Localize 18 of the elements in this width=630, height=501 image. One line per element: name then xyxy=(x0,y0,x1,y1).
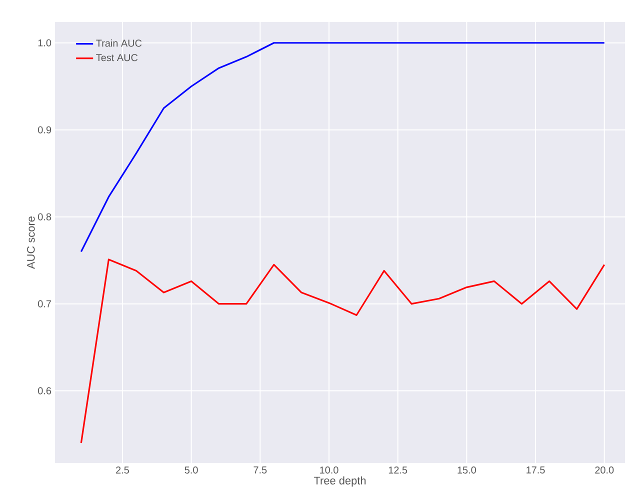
x-tick-label: 12.5 xyxy=(388,466,408,474)
x-tick-label: 7.5 xyxy=(254,466,267,474)
x-tick-label: 10.0 xyxy=(320,466,338,474)
x-tick-label: 20.0 xyxy=(595,466,614,474)
x-axis-title: Tree depth xyxy=(314,476,366,487)
legend-label: Test AUC xyxy=(96,54,138,62)
x-tick-label: 5.0 xyxy=(184,466,198,474)
legend-label: Train AUC xyxy=(96,39,142,47)
x-tick-label: 17.5 xyxy=(526,466,545,474)
x-tick-label: 2.5 xyxy=(116,466,129,474)
y-tick-label: 0.7 xyxy=(38,300,51,308)
y-axis-title: AUC score xyxy=(27,216,35,269)
y-tick-label: 0.9 xyxy=(38,126,52,134)
y-tick-label: 1.0 xyxy=(38,39,52,46)
line-series xyxy=(80,258,606,444)
y-tick-label: 0.6 xyxy=(38,387,52,394)
y-tick-label: 0.8 xyxy=(38,213,52,220)
x-tick-label: 15.0 xyxy=(458,466,476,474)
